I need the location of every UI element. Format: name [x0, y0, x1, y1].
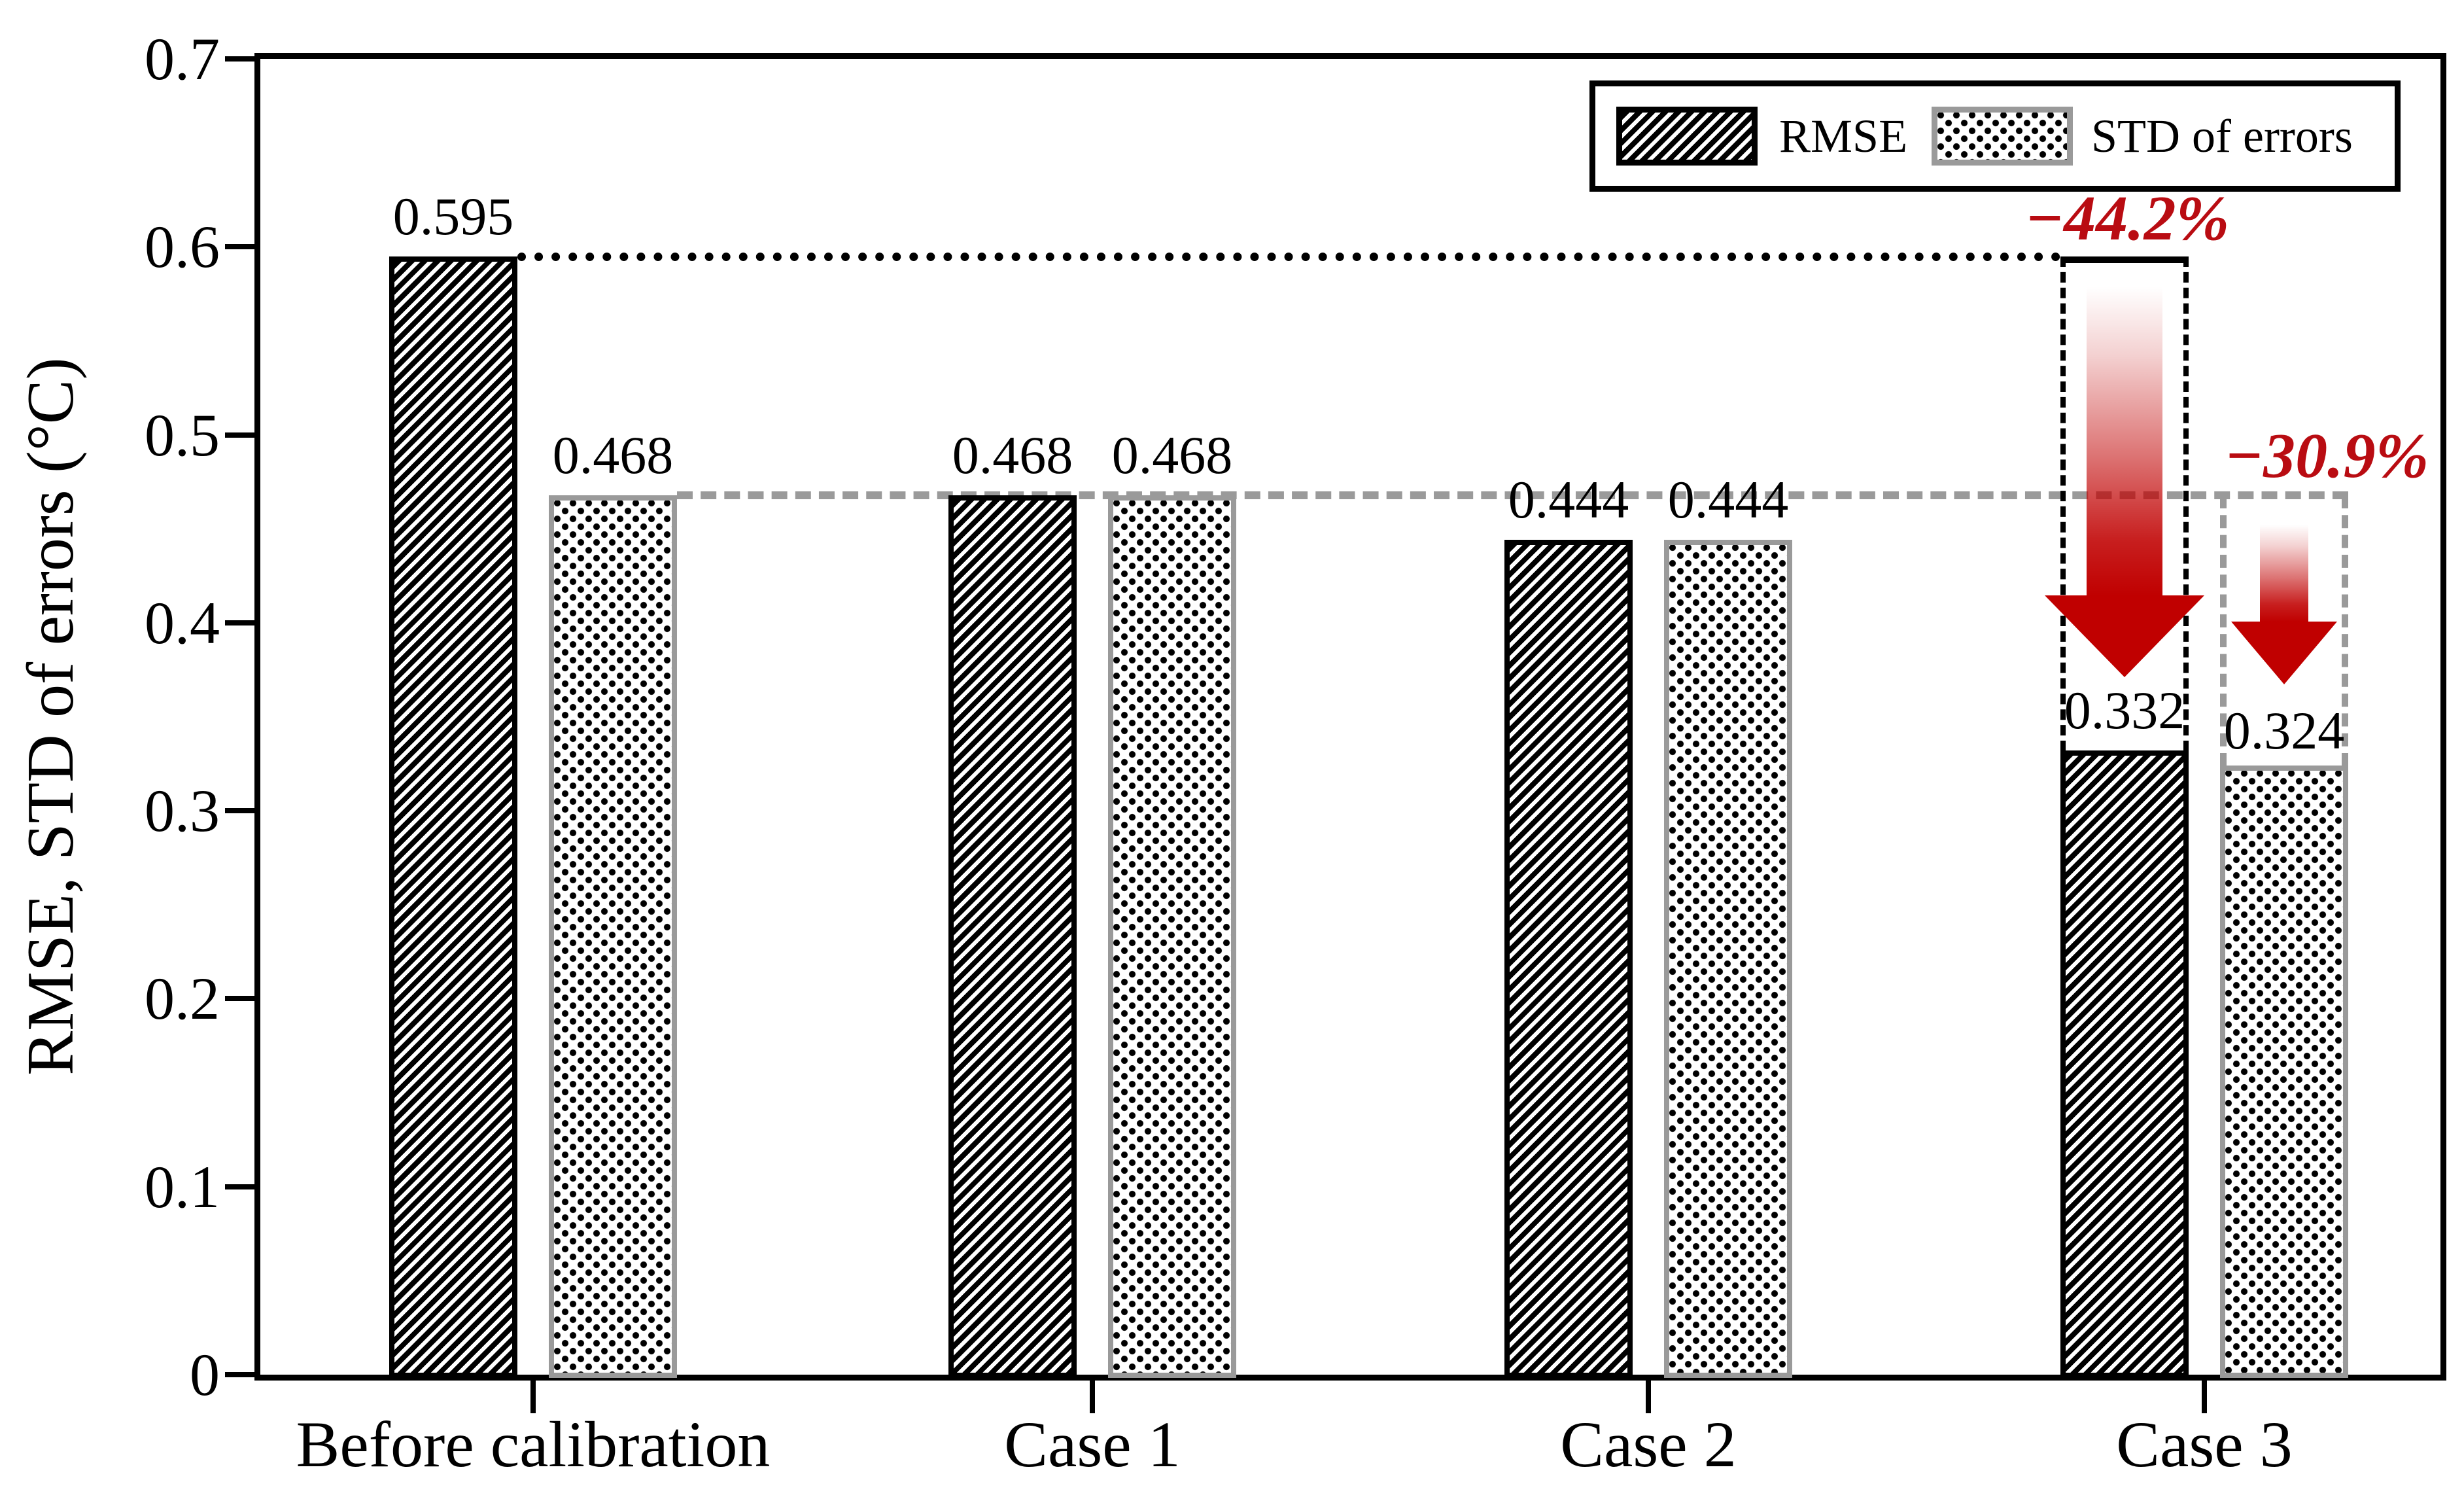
bar-std-of-errors — [2220, 766, 2348, 1378]
y-tick-mark — [225, 620, 260, 625]
annotation-std-drop: −30.9% — [2224, 421, 2429, 491]
bar-std-of-errors — [1664, 540, 1792, 1378]
bar-value-label: 0.444 — [1667, 470, 1789, 529]
y-tick-mark — [225, 432, 260, 438]
y-tick-mark — [225, 56, 260, 62]
small-red-arrow-head — [2231, 622, 2337, 684]
y-tick-label: 0.1 — [145, 1154, 220, 1220]
bar-rmse — [389, 256, 517, 1378]
bar-rmse — [2060, 750, 2189, 1378]
x-tick-mark — [2202, 1381, 2207, 1413]
y-tick-label: 0.2 — [145, 965, 220, 1032]
legend-swatch-rmse-hatch — [1616, 107, 1758, 166]
x-axis-category-label: Before calibration — [296, 1408, 771, 1481]
legend-swatch-std-dots — [1932, 107, 2073, 166]
big-red-arrow-shaft — [2087, 287, 2162, 595]
x-tick-mark — [1090, 1381, 1095, 1413]
x-tick-mark — [530, 1381, 536, 1413]
y-tick-label: 0.7 — [145, 26, 220, 92]
y-tick-mark — [225, 1372, 260, 1377]
small-red-arrow-shaft — [2260, 525, 2308, 622]
bar-std-of-errors — [1108, 495, 1236, 1378]
drop-box-rmse — [2060, 256, 2189, 751]
y-tick-label: 0.4 — [145, 590, 220, 656]
legend-label-std: STD of errors — [2091, 110, 2353, 162]
bar-rmse — [1504, 540, 1633, 1378]
y-tick-label: 0.5 — [145, 402, 220, 468]
y-tick-mark — [225, 808, 260, 813]
y-tick-label: 0.6 — [145, 213, 220, 280]
y-tick-mark — [225, 1184, 260, 1189]
bar-value-label: 0.595 — [392, 186, 514, 246]
x-tick-mark — [1646, 1381, 1651, 1413]
y-tick-label: 0 — [190, 1341, 220, 1408]
legend-label-rmse: RMSE — [1779, 110, 1908, 162]
bar-value-label: 0.468 — [552, 425, 674, 485]
bar-rmse — [948, 495, 1077, 1378]
x-axis-category-label: Case 3 — [2116, 1408, 2293, 1481]
annotation-rmse-drop: −44.2% — [2024, 183, 2230, 254]
drop-box-std — [2220, 495, 2348, 766]
y-tick-label: 0.3 — [145, 777, 220, 844]
bar-value-label: 0.332 — [2064, 680, 2185, 740]
bar-value-label: 0.444 — [1508, 470, 1629, 529]
y-tick-mark — [225, 996, 260, 1001]
bar-value-label: 0.468 — [952, 425, 1073, 485]
big-red-arrow-head — [2045, 595, 2204, 677]
bar-value-label: 0.324 — [2223, 701, 2345, 760]
legend: RMSE STD of errors — [1589, 80, 2401, 192]
x-axis-category-label: Case 2 — [1560, 1408, 1737, 1481]
y-tick-mark — [225, 244, 260, 249]
bar-std-of-errors — [549, 495, 677, 1378]
bar-value-label: 0.468 — [1111, 425, 1233, 485]
reference-line-std-0468 — [677, 491, 2348, 499]
reference-line-rmse-0595 — [517, 253, 2060, 261]
x-axis-category-label: Case 1 — [1004, 1408, 1181, 1481]
